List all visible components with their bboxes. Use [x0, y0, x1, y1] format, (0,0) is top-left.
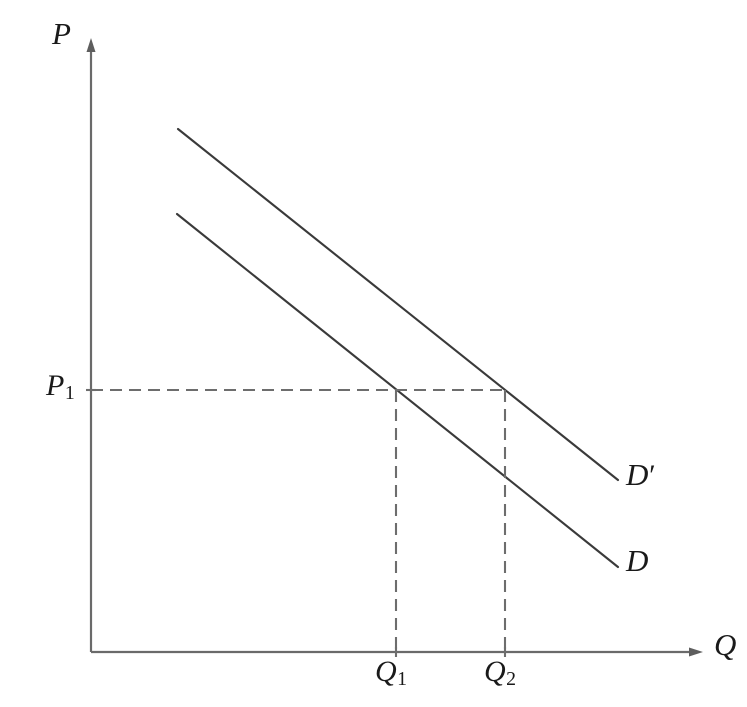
d-prime-base: D [626, 457, 649, 492]
y-axis-arrowhead-icon [86, 38, 96, 52]
d-base: D [626, 543, 649, 578]
price-level-label: P1 [46, 371, 75, 404]
price-level-base: P [46, 369, 65, 402]
quantity-1-subscript: 1 [397, 668, 408, 691]
price-level-subscript: 1 [64, 382, 75, 405]
quantity-2-subscript: 2 [506, 668, 517, 691]
demand-curve-d-label: D [626, 545, 648, 576]
x-axis-title: Q [714, 627, 737, 662]
quantity-1-base: Q [375, 655, 397, 688]
demand-curve-d-prime-label: D′ [626, 459, 654, 491]
quantity-2-base: Q [484, 655, 506, 688]
demand-curve-d-prime [176, 127, 620, 482]
quantity-2-label: Q2 [484, 657, 516, 690]
quantity-1-label: Q1 [375, 657, 407, 690]
y-axis-title: P [52, 16, 71, 51]
x-axis-arrowhead-icon [689, 647, 703, 657]
d-prime-mark: ′ [647, 460, 654, 492]
